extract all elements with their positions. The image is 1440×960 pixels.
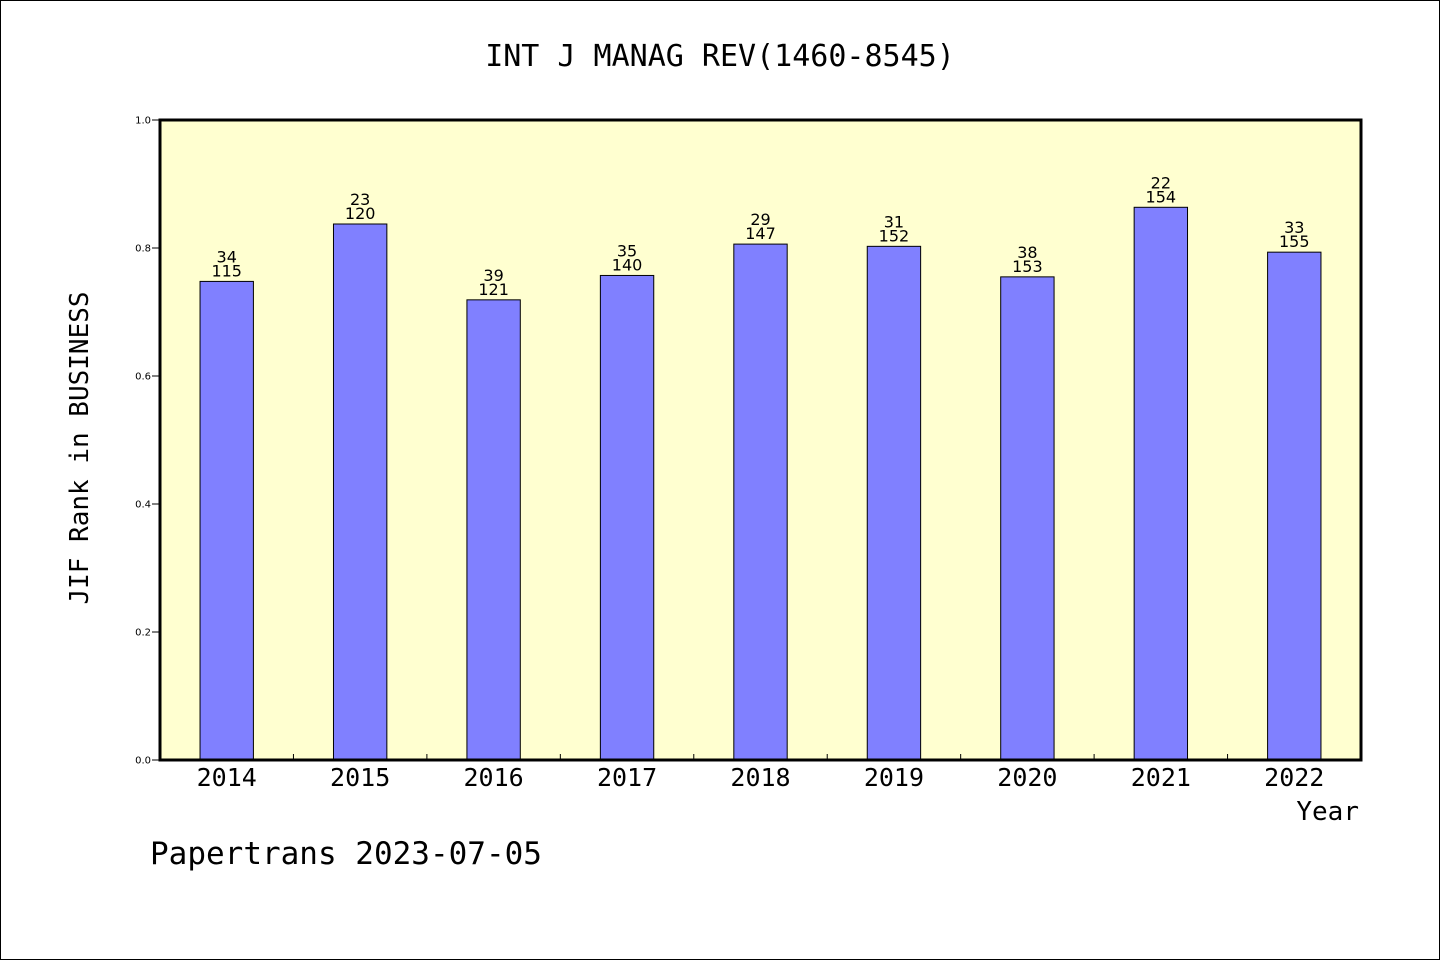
total-label-2015: 120 <box>345 204 376 223</box>
y-tick-label: 0.0 <box>135 756 151 767</box>
bar-2017 <box>599 274 655 761</box>
y-tick-label: 0.4 <box>135 500 151 511</box>
y-axis-ticks: 0.0 0.2 0.4 0.6 0.8 1.0 <box>135 116 160 767</box>
total-label-2019: 152 <box>879 226 910 245</box>
rank-label-2022: 33 <box>1284 218 1304 237</box>
bar-2020 <box>1000 276 1055 761</box>
x-tick-label-2018: 2018 <box>730 763 790 792</box>
x-tick-label-2014: 2014 <box>197 763 257 792</box>
x-axis-ticks: 2014 2015 2016 2017 2018 2019 2020 2021 2022 <box>197 754 1324 792</box>
rank-label-2019: 31 <box>884 212 904 231</box>
y-axis-label: JIF Rank in BUSINESS <box>65 291 95 604</box>
bar-2021 <box>1133 206 1189 761</box>
rank-label-2015: 23 <box>350 190 370 209</box>
x-tick-label-2020: 2020 <box>997 763 1057 792</box>
x-tick-label-2017: 2017 <box>597 763 657 792</box>
rank-label-2020: 38 <box>1017 243 1037 262</box>
total-label-2016: 121 <box>478 280 509 299</box>
total-label-2018: 147 <box>745 224 776 243</box>
total-label-2022: 155 <box>1279 232 1310 251</box>
total-label-2021: 154 <box>1146 187 1177 206</box>
bar-2015 <box>332 223 388 761</box>
x-tick-label-2021: 2021 <box>1131 763 1191 792</box>
rank-label-2014: 34 <box>217 247 237 266</box>
footer-source: Papertrans 2023-07-05 <box>150 836 542 872</box>
x-tick-label-2019: 2019 <box>864 763 924 792</box>
total-label-2017: 140 <box>612 255 643 274</box>
x-tick-label-2016: 2016 <box>464 763 524 792</box>
x-tick-label-2022: 2022 <box>1264 763 1324 792</box>
bar-2016 <box>466 299 521 761</box>
plot-border <box>158 118 1363 762</box>
y-tick-label: 0.8 <box>135 244 151 255</box>
rank-label-2017: 35 <box>617 241 637 260</box>
y-tick-label: 0.6 <box>135 372 151 383</box>
bar-2014 <box>199 280 254 761</box>
total-label-2020: 153 <box>1012 257 1043 276</box>
bar-2019 <box>866 245 922 761</box>
total-label-2014: 115 <box>211 261 242 280</box>
bar-2018 <box>733 243 788 761</box>
rank-label-2018: 29 <box>750 210 770 229</box>
chart-title: INT J MANAG REV(1460-8545) <box>485 39 955 74</box>
bar-2022 <box>1267 251 1322 761</box>
rank-label-2021: 22 <box>1151 173 1171 192</box>
x-tick-label-2015: 2015 <box>330 763 390 792</box>
y-tick-label: 1.0 <box>135 116 151 127</box>
y-tick-label: 0.2 <box>135 628 151 639</box>
rank-label-2016: 39 <box>483 266 503 285</box>
x-axis-label: Year <box>1296 797 1359 827</box>
